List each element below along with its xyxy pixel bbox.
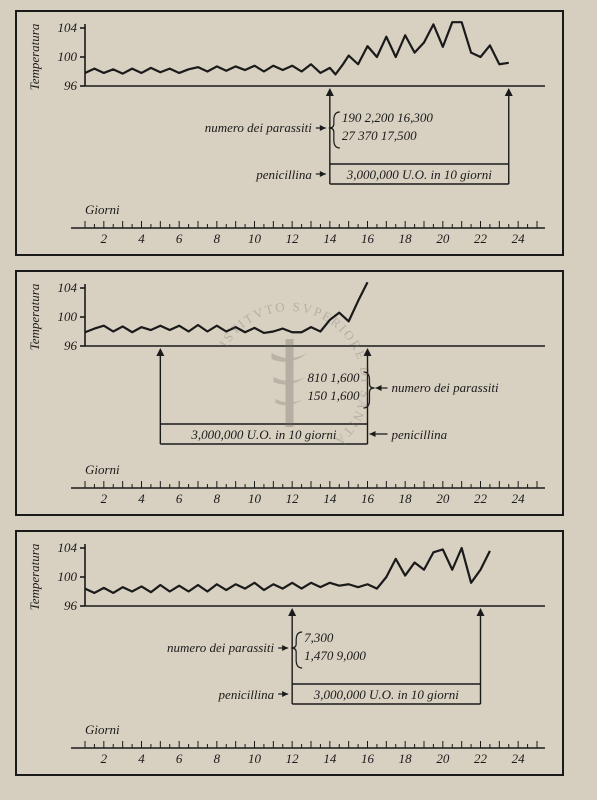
y-tick-label: 104 (58, 20, 78, 35)
y-tick-label: 100 (58, 569, 78, 584)
x-tick-label: 24 (512, 751, 526, 766)
y-tick-label: 96 (64, 338, 78, 353)
x-tick-label: 22 (474, 491, 488, 506)
x-tick-label: 16 (361, 751, 375, 766)
x-tick-label: 10 (248, 751, 262, 766)
x-tick-label: 20 (436, 231, 450, 246)
x-label: Giorni (85, 202, 120, 217)
x-tick-label: 2 (101, 491, 108, 506)
y-tick-label: 100 (58, 49, 78, 64)
parasite-label: numero dei parassiti (205, 120, 313, 135)
x-tick-label: 24 (512, 231, 526, 246)
x-tick-label: 14 (323, 491, 337, 506)
x-tick-label: 12 (286, 231, 300, 246)
penicillin-label: penicillina (218, 687, 275, 702)
x-tick-label: 20 (436, 491, 450, 506)
penicillin-label: penicillina (391, 427, 448, 442)
temperature-trace (85, 22, 509, 74)
x-tick-label: 4 (138, 491, 145, 506)
x-tick-label: 8 (214, 751, 221, 766)
y-tick-label: 104 (58, 540, 78, 555)
penicillin-text: 3,000,000 U.O. in 10 giorni (190, 427, 337, 442)
panel-3: Temperatura961001043,000,000 U.O. in 10 … (15, 530, 564, 776)
parasite-data-row: 190 2,200 16,300 (342, 110, 434, 125)
x-tick-label: 6 (176, 491, 183, 506)
x-tick-label: 6 (176, 751, 183, 766)
penicillin-label: penicillina (255, 167, 312, 182)
x-tick-label: 16 (361, 231, 375, 246)
y-tick-label: 96 (64, 598, 78, 613)
x-label: Giorni (85, 462, 120, 477)
x-tick-label: 16 (361, 491, 375, 506)
x-tick-label: 12 (286, 751, 300, 766)
y-tick-label: 100 (58, 309, 78, 324)
x-tick-label: 12 (286, 491, 300, 506)
x-tick-label: 22 (474, 231, 488, 246)
x-tick-label: 2 (101, 751, 108, 766)
x-tick-label: 4 (138, 231, 145, 246)
x-tick-label: 8 (214, 231, 221, 246)
penicillin-text: 3,000,000 U.O. in 10 giorni (313, 687, 460, 702)
x-tick-label: 8 (214, 491, 221, 506)
y-label: Temperatura (27, 543, 42, 610)
parasite-data-row: 7,300 (304, 630, 334, 645)
x-tick-label: 6 (176, 231, 183, 246)
x-tick-label: 20 (436, 751, 450, 766)
x-label: Giorni (85, 722, 120, 737)
penicillin-text: 3,000,000 U.O. in 10 giorni (346, 167, 493, 182)
parasite-data-row: 27 370 17,500 (342, 128, 417, 143)
parasite-data-row: 1,470 9,000 (304, 648, 366, 663)
x-tick-label: 22 (474, 751, 488, 766)
y-tick-label: 96 (64, 78, 78, 93)
x-tick-label: 14 (323, 751, 337, 766)
chart-3: Temperatura961001043,000,000 U.O. in 10 … (17, 532, 562, 774)
temperature-trace (85, 548, 490, 593)
page: Temperatura961001043,000,000 U.O. in 10 … (0, 0, 597, 800)
parasite-data-row: 150 1,600 (308, 388, 361, 403)
parasite-data-row: 810 1,600 (308, 370, 361, 385)
chart-1: Temperatura961001043,000,000 U.O. in 10 … (17, 12, 562, 254)
panel-1: Temperatura961001043,000,000 U.O. in 10 … (15, 10, 564, 256)
chart-2: Temperatura961001043,000,000 U.O. in 10 … (17, 272, 562, 514)
x-tick-label: 18 (399, 231, 413, 246)
x-tick-label: 14 (323, 231, 337, 246)
panel-2: Temperatura961001043,000,000 U.O. in 10 … (15, 270, 564, 516)
parasite-label: numero dei parassiti (392, 380, 500, 395)
x-tick-label: 4 (138, 751, 145, 766)
x-tick-label: 2 (101, 231, 108, 246)
x-tick-label: 24 (512, 491, 526, 506)
y-label: Temperatura (27, 283, 42, 350)
y-label: Temperatura (27, 23, 42, 90)
x-tick-label: 18 (399, 751, 413, 766)
x-tick-label: 10 (248, 231, 262, 246)
x-tick-label: 18 (399, 491, 413, 506)
parasite-label: numero dei parassiti (167, 640, 275, 655)
y-tick-label: 104 (58, 280, 78, 295)
x-tick-label: 10 (248, 491, 262, 506)
